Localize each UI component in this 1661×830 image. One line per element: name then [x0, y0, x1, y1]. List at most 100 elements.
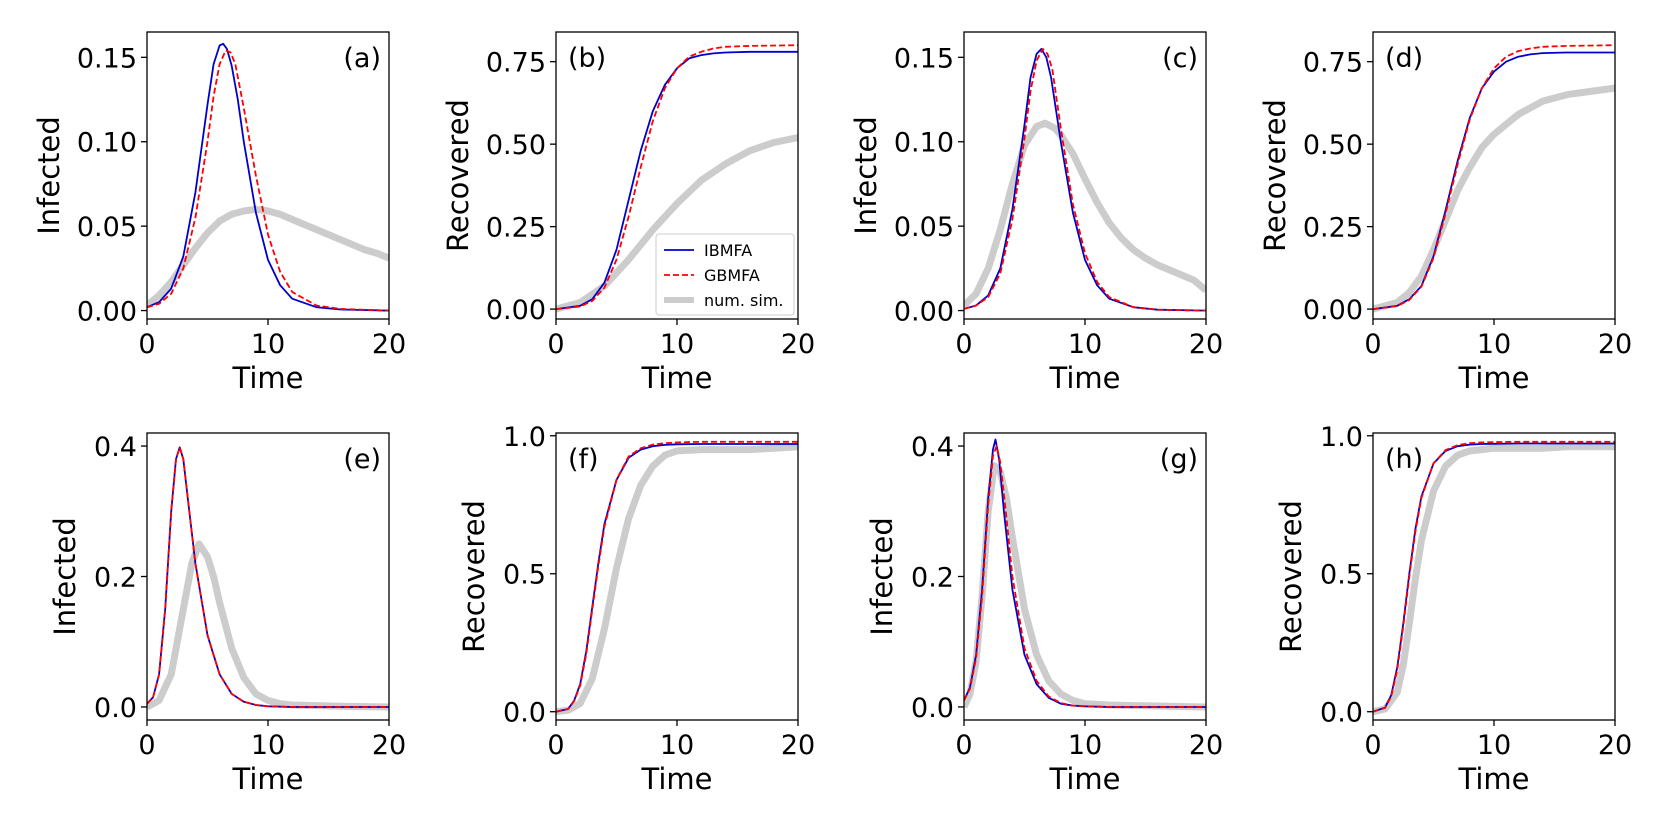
y-tick-label: 0.4	[911, 432, 954, 463]
y-tick-label: 0.25	[1303, 213, 1363, 244]
panel-g: 0 10 20 0.0 0.2 0.4 Time Infected (g)	[865, 432, 1223, 796]
series-numsim-line	[556, 443, 798, 716]
panel-label: (d)	[1385, 43, 1423, 74]
panel-label: (a)	[343, 43, 381, 74]
series-ibmfa-line	[964, 438, 1206, 708]
x-tick-label: 0	[138, 730, 155, 761]
series-gbmfa-line	[1373, 440, 1615, 713]
series-numsim-line	[1373, 443, 1615, 716]
y-tick-label: 0.2	[94, 563, 137, 594]
x-tick-label: 0	[955, 329, 972, 360]
x-tick-label: 20	[1598, 329, 1632, 360]
series-numsim-line	[1373, 84, 1615, 313]
x-axis-label: Time	[1458, 762, 1530, 796]
panel-label: (h)	[1385, 444, 1423, 475]
x-tick-label: 20	[1598, 730, 1632, 761]
legend-entry: GBMFA	[704, 266, 760, 285]
series-numsim-line	[964, 462, 1206, 711]
y-tick-label: 1.0	[503, 422, 546, 453]
axes-frame	[146, 31, 390, 320]
x-tick-label: 0	[955, 730, 972, 761]
y-tick-label: 0.0	[94, 693, 137, 724]
y-tick-label: 0.10	[894, 128, 954, 159]
panel-h: 0 10 20 0.0 0.5 1.0 Time Recovered (h)	[1274, 422, 1632, 796]
x-tick-label: 0	[547, 329, 564, 360]
y-axis-label: Recovered	[1274, 500, 1308, 653]
series-gbmfa-line	[556, 44, 798, 310]
x-axis-label: Time	[1049, 762, 1121, 796]
y-axis-label: Recovered	[441, 99, 475, 252]
y-tick-label: 0.0	[503, 698, 546, 729]
legend-entry: IBMFA	[704, 241, 752, 260]
y-tick-label: 0.0	[1320, 698, 1363, 729]
y-tick-label: 0.15	[894, 43, 954, 74]
y-tick-label: 0.50	[1303, 130, 1363, 161]
y-axis-label: Infected	[32, 116, 66, 235]
y-tick-label: 1.0	[1320, 422, 1363, 453]
x-tick-label: 10	[1068, 329, 1102, 360]
x-tick-label: 0	[1364, 329, 1381, 360]
series-gbmfa-line	[964, 48, 1206, 312]
y-tick-label: 0.75	[486, 48, 546, 79]
x-axis-label: Time	[641, 762, 713, 796]
panel-label: (g)	[1160, 444, 1198, 475]
y-axis-label: Infected	[865, 517, 899, 636]
y-tick-label: 0.10	[77, 128, 137, 159]
y-tick-label: 0.75	[1303, 48, 1363, 79]
series-ibmfa-line	[147, 446, 389, 708]
y-axis-label: Recovered	[1258, 99, 1292, 252]
x-axis-label: Time	[641, 361, 713, 395]
series-gbmfa-line	[147, 446, 389, 708]
x-axis-label: Time	[232, 361, 304, 395]
series-gbmfa-line	[147, 49, 389, 312]
panel-label: (f)	[568, 444, 599, 475]
y-tick-label: 0.0	[911, 693, 954, 724]
panel-label: (e)	[343, 444, 381, 475]
x-tick-label: 20	[372, 730, 406, 761]
y-tick-label: 0.5	[503, 560, 546, 591]
panel-c: 0 10 20 0.00 0.05 0.10 0.15 Time Infected (c)	[849, 31, 1223, 395]
y-tick-label: 0.00	[486, 295, 546, 326]
y-tick-label: 0.5	[1320, 560, 1363, 591]
panel-e: 0 10 20 0.0 0.2 0.4 Time Infected (e)	[48, 432, 406, 796]
x-tick-label: 20	[781, 730, 815, 761]
legend-entry: num. sim.	[704, 291, 784, 310]
series-numsim-line	[147, 540, 389, 711]
x-tick-label: 10	[251, 730, 285, 761]
panel-label: (c)	[1162, 43, 1198, 74]
x-axis-label: Time	[1049, 361, 1121, 395]
x-tick-label: 20	[372, 329, 406, 360]
panel-d: 0 10 20 0.00 0.25 0.50 0.75 Time Recovered (d)	[1258, 31, 1632, 395]
x-tick-label: 0	[138, 329, 155, 360]
legend: IBMFA GBMFA num. sim.	[655, 233, 795, 316]
axes-frame	[1372, 31, 1616, 320]
series-gbmfa-line	[964, 445, 1206, 708]
x-tick-label: 10	[251, 329, 285, 360]
x-tick-label: 0	[547, 730, 564, 761]
y-tick-label: 0.00	[1303, 295, 1363, 326]
x-tick-label: 20	[1189, 329, 1223, 360]
series-ibmfa-line	[556, 50, 798, 310]
series-ibmfa-line	[147, 42, 389, 312]
x-tick-label: 10	[1477, 730, 1511, 761]
y-tick-label: 0.2	[911, 563, 954, 594]
y-tick-label: 0.50	[486, 130, 546, 161]
series-numsim-line	[147, 205, 389, 309]
series-ibmfa-line	[964, 48, 1206, 312]
x-axis-label: Time	[232, 762, 304, 796]
x-tick-label: 10	[1477, 329, 1511, 360]
panel-label: (b)	[568, 43, 606, 74]
panel-b: 0 10 20 0.00 0.25 0.50 0.75 Time Recovered (b) IBM…	[441, 31, 815, 395]
series-gbmfa-line	[1373, 44, 1615, 310]
x-tick-label: 20	[1189, 730, 1223, 761]
y-axis-label: Infected	[48, 517, 82, 636]
series-gbmfa-line	[556, 440, 798, 713]
x-tick-label: 10	[660, 730, 694, 761]
y-axis-label: Infected	[849, 116, 883, 235]
y-tick-label: 0.00	[894, 297, 954, 328]
series-numsim-line	[964, 119, 1206, 309]
legend-box	[655, 233, 795, 316]
y-tick-label: 0.00	[77, 297, 137, 328]
y-tick-label: 0.05	[77, 212, 137, 243]
